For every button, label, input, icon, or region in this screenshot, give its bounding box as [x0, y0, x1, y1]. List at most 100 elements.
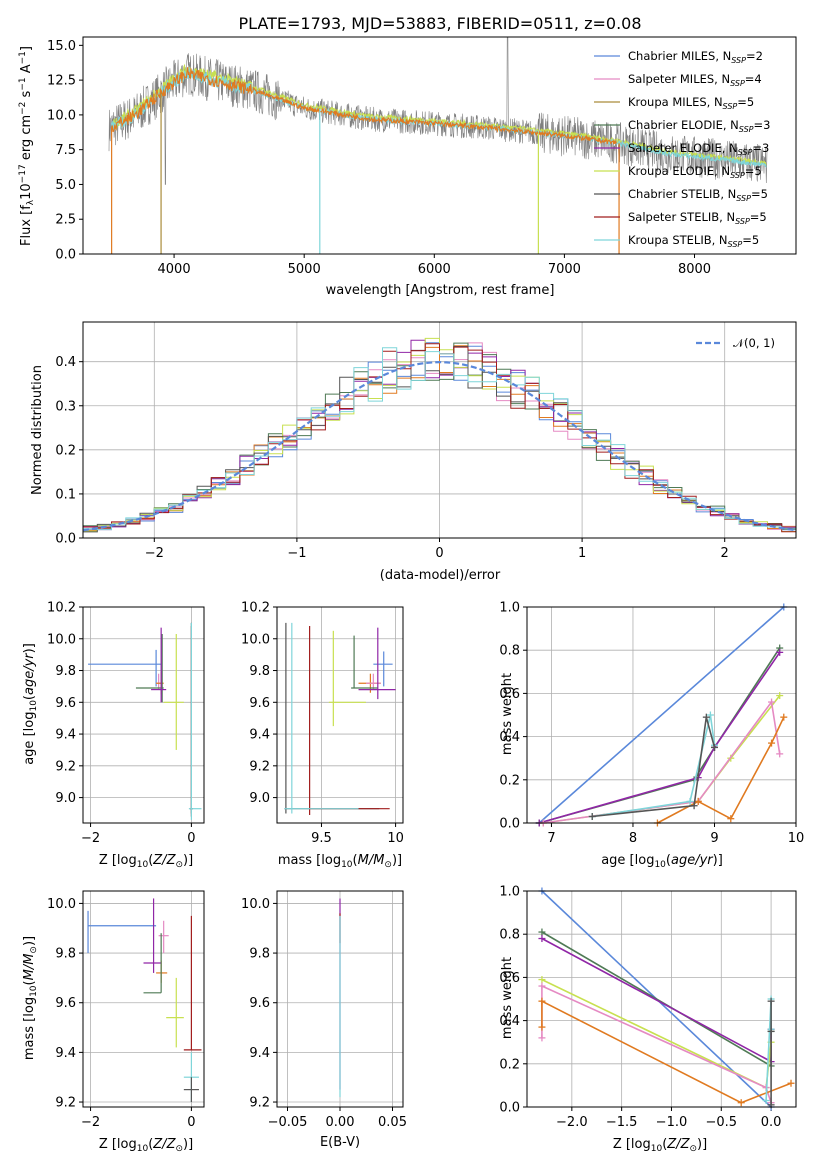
p-ageM-frame [276, 606, 404, 824]
observed-spectrum [108, 37, 768, 185]
age-vs-mass-panel: 9.5 10 9.0 9.2 9.4 9.6 9.8 10.0 10.2 [241, 601, 404, 847]
y-tick-label: 9.2 [55, 1096, 76, 1111]
weight-marker [776, 692, 784, 700]
weight-marker [780, 713, 788, 721]
legend-entry: Salpeter MILES, NSSP=4 [628, 72, 762, 88]
weight-vs-age-panel: 7 8 9 10 0.0 0.2 0.4 0.6 0.8 1.0 [499, 601, 804, 847]
y-tick-label: 10.2 [47, 601, 76, 616]
histogram-ylabel: Normed distribution [30, 365, 45, 495]
weight-marker [538, 935, 546, 943]
x-tick-label: 7 [547, 831, 555, 846]
age-vs-metallicity-panel: −2 0 9.0 9.2 9.4 9.6 9.8 10.0 10.2 [47, 601, 205, 846]
y-tick-label: 0.0 [55, 248, 76, 263]
spectrum-lines [108, 37, 768, 254]
errorbar-point [143, 933, 162, 994]
y-tick-label: 0.4 [55, 355, 76, 370]
y-tick-label: 9.6 [55, 696, 76, 711]
x-tick-label: 8 [629, 831, 637, 846]
weight-marker [538, 928, 546, 936]
y-tick-label: 10.0 [241, 897, 270, 912]
ageM-xlabel: mass [log10(M/M⊙)] [278, 853, 402, 870]
histogram-series [83, 342, 796, 530]
weight-marker [538, 1023, 546, 1031]
y-tick-label: 0.4 [499, 730, 520, 745]
y-tick-label: 10.0 [47, 632, 76, 647]
x-tick-label: −1 [287, 546, 306, 561]
weight-marker [776, 750, 784, 758]
p-wAge-frame [526, 606, 797, 824]
y-tick-label: 10.2 [241, 601, 270, 616]
x-tick-label: 0.05 [378, 1115, 407, 1130]
errorbar-point [88, 649, 162, 687]
y-tick-label: 0.2 [55, 443, 76, 458]
y-tick-label: 0.6 [499, 971, 520, 986]
legend-entry: Chabrier ELODIE, NSSP=3 [628, 118, 770, 134]
x-tick-label: −1.5 [606, 1115, 638, 1130]
y-tick-label: 9.4 [249, 728, 270, 743]
ageZ-xlabel: Z [log10(Z/Z⊙)] [99, 853, 193, 870]
legend-entry: Chabrier MILES, NSSP=2 [628, 49, 763, 65]
y-tick-label: 9.6 [55, 996, 76, 1011]
weight-marker [588, 813, 596, 821]
spectrum-title: PLATE=1793, MJD=53883, FIBERID=0511, z=0… [238, 14, 641, 33]
errorbar-point [87, 910, 157, 954]
y-tick-label: 12.5 [47, 74, 76, 89]
p-mE-frame [276, 890, 404, 1108]
y-tick-label: 9.2 [249, 1096, 270, 1111]
errorbar-point [166, 977, 184, 1048]
y-tick-label: 2.5 [55, 213, 76, 228]
y-tick-label: 9.8 [249, 664, 270, 679]
errorbar-point [158, 920, 169, 954]
y-tick-label: 9.8 [249, 947, 270, 962]
weight-marker [538, 1034, 546, 1042]
mass-vs-ebv-panel: −0.05 0.00 0.05 9.2 9.4 9.6 9.8 10.0 [241, 890, 407, 1130]
spectrum-xlabel: wavelength [Angstrom, rest frame] [326, 283, 555, 298]
p-mZ-frame [82, 890, 205, 1108]
mE-xlabel: E(B-V) [320, 1135, 360, 1150]
legend-entry: Chabrier STELIB, NSSP=5 [628, 187, 768, 203]
x-tick-label: 0 [187, 1115, 195, 1130]
spectrum-ylabel: Flux [fλ10−17 erg cm−2 s−1 A−1] [18, 46, 36, 246]
x-tick-label: 7000 [548, 262, 581, 277]
histogram-series [83, 345, 796, 531]
p-ageZ-frame [82, 606, 205, 824]
weight-series-line [592, 716, 716, 818]
weight-marker [710, 743, 718, 751]
y-tick-label: 9.8 [55, 947, 76, 962]
errorbar-point [163, 634, 184, 750]
y-tick-label: 9.4 [249, 1046, 270, 1061]
y-tick-label: 9.8 [55, 664, 76, 679]
histogram-series [83, 346, 796, 533]
errorbar-point [151, 627, 167, 703]
x-tick-label: 0 [435, 546, 443, 561]
y-tick-label: 9.2 [249, 759, 270, 774]
histogram-legend: 𝒩(0, 1) [696, 336, 775, 350]
model-spectrum [111, 67, 617, 145]
y-tick-label: 9.0 [249, 791, 270, 806]
weight-series-line [538, 651, 781, 824]
legend-normal-label: 𝒩(0, 1) [733, 336, 775, 350]
x-tick-label: 9.5 [311, 831, 332, 846]
weight-marker [727, 815, 735, 823]
x-tick-label: 2 [721, 546, 729, 561]
x-tick-label: 0.00 [326, 1115, 355, 1130]
spectrum-axes-frame [82, 36, 797, 255]
spectrum-panel: PLATE=1793, MJD=53883, FIBERID=0511, z=0… [18, 14, 797, 298]
weight-marker [762, 1097, 770, 1105]
mZ-ylabel: mass [log10(M/M⊙)] [22, 936, 39, 1060]
gaussian-reference-curve [82, 360, 797, 532]
y-tick-label: 9.0 [55, 791, 76, 806]
errorbar-point [373, 651, 393, 687]
x-tick-label: −0.5 [705, 1115, 737, 1130]
errorbar-point [284, 622, 359, 814]
y-tick-label: 7.5 [55, 143, 76, 158]
x-tick-label: −2 [81, 1115, 100, 1130]
y-tick-label: 9.6 [249, 696, 270, 711]
residual-histogram-panel: −2 −1 0 1 2 0.0 0.1 0.2 0.3 0.4 (data-model)/erro… [30, 321, 797, 583]
errorbar-point [188, 622, 202, 820]
mass-vs-metallicity-panel: −2 0 9.2 9.4 9.6 9.8 10.0 [47, 890, 205, 1130]
weight-marker [538, 976, 546, 984]
y-tick-label: 0.8 [499, 644, 520, 659]
legend-entry: Salpeter STELIB, NSSP=5 [628, 210, 767, 226]
spectrum-legend: Chabrier MILES, NSSP=2 Salpeter MILES, NS… [594, 49, 770, 249]
